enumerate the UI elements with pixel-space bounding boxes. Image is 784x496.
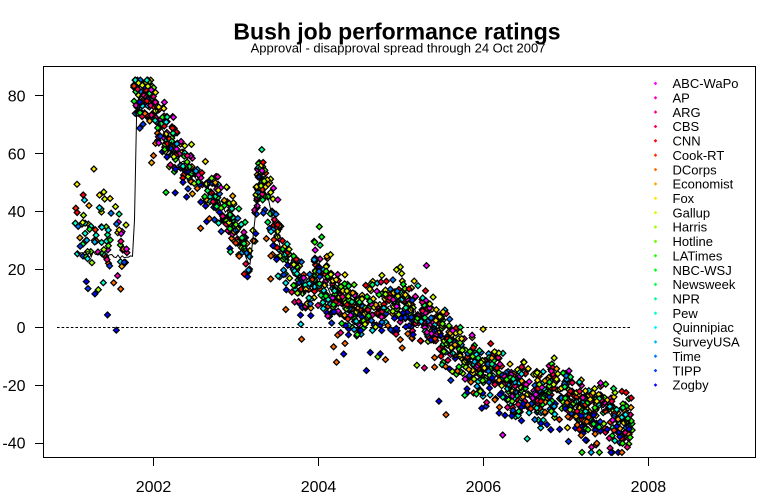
svg-text:Gallup: Gallup xyxy=(673,205,711,220)
svg-text:2002: 2002 xyxy=(136,479,172,496)
svg-text:NPR: NPR xyxy=(673,292,700,307)
svg-text:AP: AP xyxy=(673,91,690,106)
svg-text:LATimes: LATimes xyxy=(673,248,723,263)
svg-text:CBS: CBS xyxy=(673,119,700,134)
svg-text:Approval - disapproval spread: Approval - disapproval spread through 24… xyxy=(251,41,546,56)
svg-text:SurveyUSA: SurveyUSA xyxy=(673,335,741,350)
svg-text:-40: -40 xyxy=(2,436,25,453)
svg-text:Harris: Harris xyxy=(673,220,708,235)
svg-text:TIPP: TIPP xyxy=(673,363,702,378)
svg-text:NBC-WSJ: NBC-WSJ xyxy=(673,263,732,278)
svg-text:2006: 2006 xyxy=(466,479,502,496)
svg-text:Hotline: Hotline xyxy=(673,234,713,249)
svg-text:Quinnipiac: Quinnipiac xyxy=(673,320,735,335)
svg-text:20: 20 xyxy=(8,262,26,279)
svg-text:Cook-RT: Cook-RT xyxy=(673,148,725,163)
svg-text:80: 80 xyxy=(8,89,26,106)
svg-text:ARG: ARG xyxy=(673,105,701,120)
svg-text:Newsweek: Newsweek xyxy=(673,277,736,292)
svg-text:40: 40 xyxy=(8,204,26,221)
svg-text:0: 0 xyxy=(17,320,26,337)
svg-text:Zogby: Zogby xyxy=(673,378,710,393)
svg-text:60: 60 xyxy=(8,146,26,163)
svg-text:Pew: Pew xyxy=(673,306,699,321)
svg-text:Time: Time xyxy=(673,349,701,364)
svg-text:-20: -20 xyxy=(2,378,25,395)
svg-text:2008: 2008 xyxy=(631,479,667,496)
svg-text:Fox: Fox xyxy=(673,191,695,206)
svg-text:ABC-WaPo: ABC-WaPo xyxy=(673,76,739,91)
svg-text:2004: 2004 xyxy=(301,479,337,496)
svg-text:CNN: CNN xyxy=(673,134,701,149)
svg-text:Economist: Economist xyxy=(673,177,734,192)
svg-text:DCorps: DCorps xyxy=(673,162,718,177)
svg-text:Bush job performance ratings: Bush job performance ratings xyxy=(233,19,560,45)
